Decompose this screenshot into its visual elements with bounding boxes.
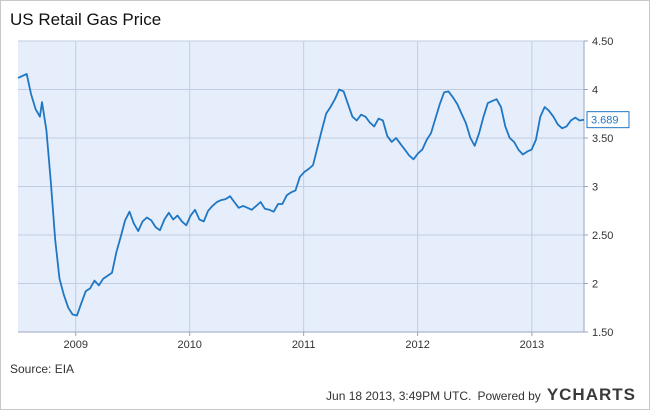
ycharts-logo-text: CHARTS xyxy=(559,385,636,404)
y-tick-label: 2.50 xyxy=(592,230,613,242)
series-line xyxy=(17,73,585,317)
x-tick-label: 2013 xyxy=(520,339,544,351)
y-tick-label: 2 xyxy=(592,279,598,291)
timestamp: Jun 18 2013, 3:49PM UTC. xyxy=(326,389,472,403)
ycharts-logo-y: Y xyxy=(546,385,560,404)
last-value-box xyxy=(586,111,630,129)
y-tick-label: 3 xyxy=(592,182,598,194)
x-tick-label: 2012 xyxy=(405,339,429,351)
footer: Jun 18 2013, 3:49PM UTC. Powered by YCHA… xyxy=(326,385,636,405)
ycharts-logo[interactable]: YCHARTS xyxy=(547,385,636,405)
chart-title: US Retail Gas Price xyxy=(10,10,162,29)
y-tick-label: 1.50 xyxy=(592,327,613,339)
y-tick-label: 4.50 xyxy=(592,36,613,48)
x-tick-label: 2010 xyxy=(177,339,201,351)
x-tick-label: 2009 xyxy=(64,339,88,351)
y-tick-label: 4 xyxy=(592,85,598,97)
x-tick-label: 2011 xyxy=(292,339,316,351)
y-tick-label: 3.50 xyxy=(592,133,613,145)
last-value-callout: 3.689 xyxy=(586,111,630,129)
source-note: Source: EIA xyxy=(10,362,75,376)
powered-by-label: Powered by xyxy=(477,389,541,403)
last-value-label: 3.689 xyxy=(591,115,619,127)
